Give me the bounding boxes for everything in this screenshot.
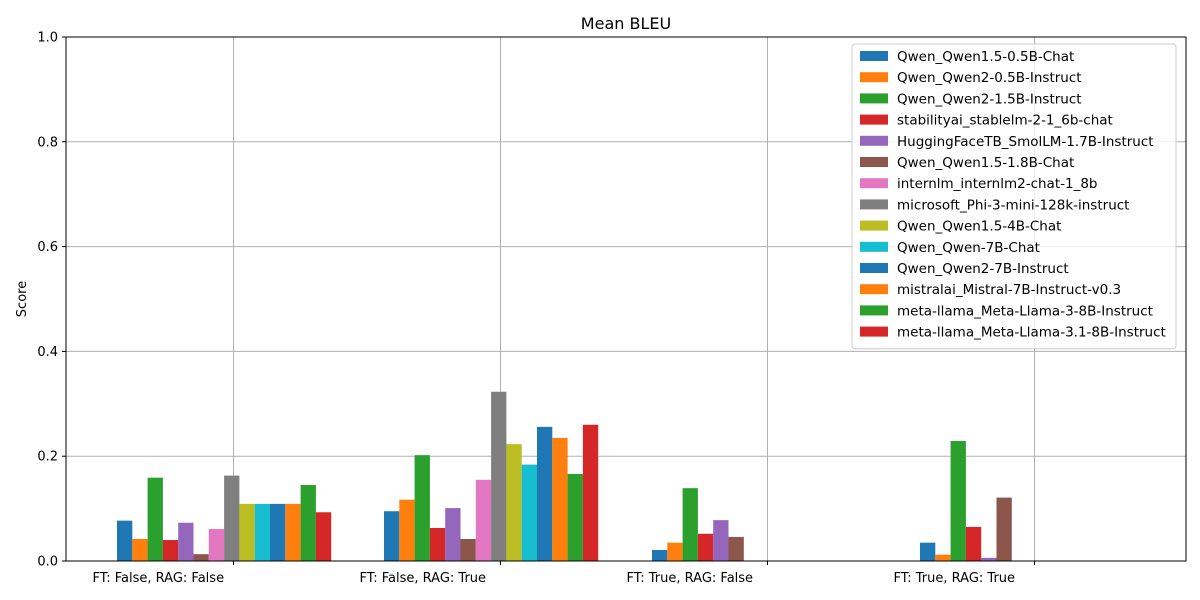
legend-entry: meta-llama_Meta-Llama-3-8B-Instruct <box>897 303 1153 319</box>
bar <box>429 527 446 561</box>
chart-title: Mean BLEU <box>581 14 671 33</box>
legend-swatch <box>860 326 888 337</box>
bar <box>537 426 553 561</box>
legend-swatch <box>860 93 888 104</box>
bar <box>713 520 729 561</box>
y-tick-label: 0.2 <box>37 450 58 465</box>
bar <box>521 464 537 561</box>
y-axis: 0.0 0.2 0.4 0.6 0.8 1.0 <box>37 31 66 570</box>
bar <box>950 441 966 561</box>
x-tick-label: FT: False, RAG: False <box>93 571 225 586</box>
legend-entry: HuggingFaceTB_SmolLM-1.7B-Instruct <box>897 134 1154 150</box>
bar <box>920 542 936 561</box>
x-axis: FT: False, RAG: False FT: False, RAG: Tru… <box>93 561 1035 586</box>
bar <box>667 542 683 561</box>
legend-entry: microsoft_Phi-3-mini-128k-instruct <box>897 197 1129 213</box>
bar <box>728 536 744 561</box>
y-tick-label: 0.0 <box>37 555 58 570</box>
legend-swatch <box>860 72 888 83</box>
y-tick-label: 0.4 <box>37 345 58 360</box>
legend: Qwen_Qwen1.5-0.5B-Chat Qwen_Qwen2-0.5B-In… <box>851 43 1177 350</box>
legend-swatch <box>860 220 888 231</box>
bar <box>965 526 982 561</box>
x-tick-label: FT: False, RAG: True <box>360 571 487 586</box>
bar <box>224 475 240 561</box>
bar <box>981 557 997 561</box>
bar <box>414 455 430 561</box>
legend-swatch <box>860 178 888 189</box>
bar <box>285 503 301 561</box>
bar <box>162 540 179 561</box>
y-tick-label: 1.0 <box>37 31 58 46</box>
legend-entry: stabilityai_stablelm-2-1_6b-chat <box>897 113 1113 129</box>
legend-entry: Qwen_Qwen1.5-1.8B-Chat <box>897 155 1074 171</box>
y-tick-label: 0.8 <box>37 135 58 150</box>
bar <box>178 522 194 561</box>
bar <box>117 520 133 561</box>
bar <box>384 511 400 561</box>
bar <box>132 538 148 561</box>
legend-entry: meta-llama_Meta-Llama-3.1-8B-Instruct <box>897 325 1166 341</box>
bar <box>399 499 415 561</box>
legend-swatch <box>860 284 888 295</box>
bar <box>208 529 225 561</box>
legend-entry: Qwen_Qwen-7B-Chat <box>897 240 1040 256</box>
legend-swatch <box>860 305 888 316</box>
x-tick-label: FT: True, RAG: False <box>627 571 754 586</box>
bar <box>315 512 332 561</box>
y-tick-label: 0.6 <box>37 240 58 255</box>
bar <box>567 474 583 561</box>
bar <box>935 554 951 561</box>
legend-entry: Qwen_Qwen1.5-0.5B-Chat <box>897 49 1074 65</box>
bars <box>117 391 1012 561</box>
bar <box>254 503 270 561</box>
x-tick-label: FT: True, RAG: True <box>894 571 1016 586</box>
bar <box>582 424 599 561</box>
bar <box>697 533 714 561</box>
bar <box>652 549 668 561</box>
legend-entry: Qwen_Qwen1.5-4B-Chat <box>897 219 1061 235</box>
bar <box>552 437 568 561</box>
bar <box>682 488 698 561</box>
legend-swatch <box>860 135 888 146</box>
bar <box>147 477 163 561</box>
bar <box>239 503 255 561</box>
legend-swatch <box>860 157 888 167</box>
y-axis-label: Score <box>15 281 30 317</box>
legend-entry: internlm_internlm2-chat-1_8b <box>897 176 1097 192</box>
bar <box>300 485 316 561</box>
legend-swatch <box>860 199 888 210</box>
bar <box>475 479 492 561</box>
legend-entry: Qwen_Qwen2-1.5B-Instruct <box>897 91 1082 107</box>
plot-frame <box>65 36 1187 562</box>
bar <box>506 444 522 561</box>
legend-swatch <box>860 241 888 252</box>
legend-swatch <box>860 263 888 273</box>
legend-entry: Qwen_Qwen2-0.5B-Instruct <box>897 70 1082 86</box>
bar <box>491 391 507 561</box>
bar <box>996 497 1012 561</box>
legend-entry: mistralai_Mistral-7B-Instruct-v0.3 <box>897 282 1121 298</box>
bar <box>270 503 286 561</box>
bar <box>460 538 476 561</box>
bar <box>445 508 461 561</box>
legend-swatch <box>860 51 888 61</box>
legend-entry: Qwen_Qwen2-7B-Instruct <box>897 261 1069 277</box>
legend-swatch <box>860 114 888 125</box>
legend-box <box>851 43 1177 350</box>
bar <box>193 554 209 561</box>
